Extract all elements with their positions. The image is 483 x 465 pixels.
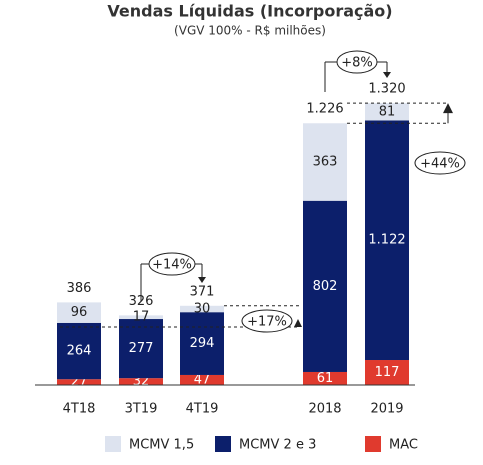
bar-segment: [119, 378, 163, 385]
bar-segment: [57, 322, 101, 380]
data-label: 264: [67, 344, 92, 359]
bar-segment: [365, 120, 409, 361]
annotation-bubble: [241, 309, 293, 333]
data-label: 47: [194, 372, 211, 387]
bar-segment: [365, 360, 409, 385]
legend-swatch: [105, 436, 121, 452]
arrow-head: [443, 103, 453, 114]
total-label: 1.320: [368, 82, 405, 97]
annotation: +14%: [152, 258, 192, 273]
legend-label: MCMV 1,5: [129, 438, 194, 453]
data-label: 96: [71, 305, 88, 320]
data-label: 61: [317, 371, 334, 386]
arrow-head: [294, 319, 302, 327]
legend-label: MAC: [389, 438, 418, 453]
bar-segment: [365, 103, 409, 121]
data-label: 17: [133, 310, 150, 325]
bar-segment: [180, 312, 224, 375]
x-tick-label: 3T19: [125, 402, 158, 417]
bar-segment: [57, 379, 101, 385]
annotation: +17%: [247, 315, 287, 330]
data-label: 363: [313, 154, 338, 169]
chart-title: Vendas Líquidas (Incorporação): [107, 2, 392, 21]
legend-label: MCMV 2 e 3: [239, 438, 316, 453]
chart-subtitle: (VGV 100% - R$ milhões): [174, 24, 326, 38]
bar-segment: [119, 319, 163, 379]
arrow-head: [383, 72, 391, 78]
legend-swatch: [365, 436, 381, 452]
data-label: 277: [129, 341, 154, 356]
bar-segment: [303, 371, 347, 385]
total-label: 1.226: [306, 102, 343, 117]
bar-segment: [119, 315, 163, 320]
data-label: 81: [379, 104, 396, 119]
bar-segment: [303, 200, 347, 372]
total-label: 371: [190, 284, 215, 299]
bar-segment: [57, 302, 101, 323]
data-label: 30: [194, 301, 211, 316]
annotation-bubble: [148, 252, 196, 276]
x-tick-label: 2018: [308, 402, 341, 417]
x-tick-label: 4T19: [186, 402, 219, 417]
total-label: 386: [67, 281, 92, 296]
bar-segment: [303, 123, 347, 201]
data-label: 294: [190, 336, 215, 351]
data-label: 802: [313, 279, 338, 294]
data-label: 117: [375, 365, 400, 380]
annotation: +8%: [341, 56, 373, 71]
annotation-bubble: [414, 151, 466, 175]
x-tick-label: 4T18: [63, 402, 96, 417]
x-tick-label: 2019: [370, 402, 403, 417]
legend-swatch: [215, 436, 231, 452]
annotation: +44%: [420, 157, 460, 172]
bar-segment: [180, 374, 224, 385]
annotation-bubble: [336, 50, 378, 74]
data-label: 1.122: [368, 233, 405, 248]
arrow-head: [198, 277, 206, 283]
bar-segment: [180, 305, 224, 313]
